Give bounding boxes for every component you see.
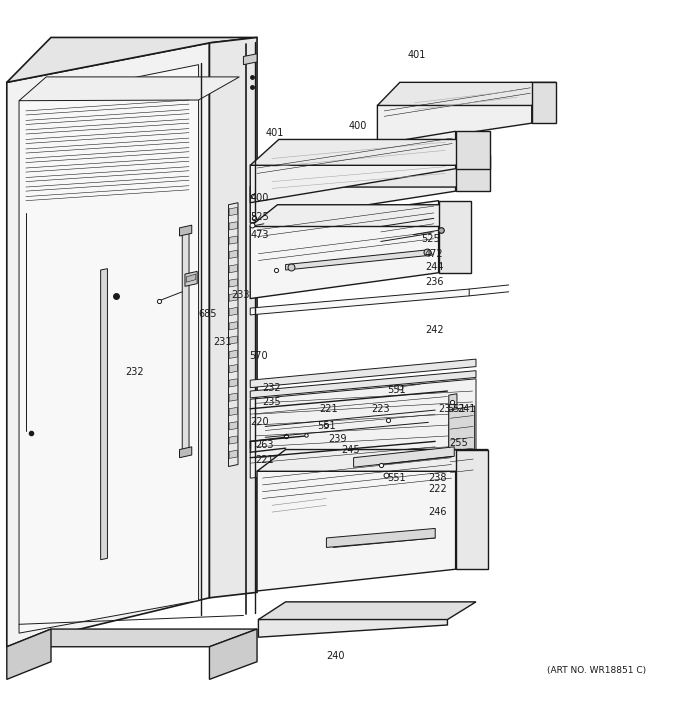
Polygon shape [258, 608, 447, 637]
Text: 246: 246 [428, 507, 447, 517]
Polygon shape [7, 38, 257, 83]
Text: 239: 239 [328, 434, 346, 444]
Polygon shape [182, 228, 189, 454]
Text: 472: 472 [425, 249, 443, 259]
Polygon shape [250, 204, 471, 226]
Text: 223: 223 [371, 404, 390, 414]
Polygon shape [229, 250, 237, 258]
Polygon shape [229, 422, 237, 430]
Polygon shape [19, 77, 239, 101]
Text: 231: 231 [213, 337, 231, 347]
Polygon shape [250, 131, 456, 203]
Text: 242: 242 [425, 325, 443, 335]
Polygon shape [257, 450, 488, 471]
Text: 222: 222 [428, 484, 447, 494]
Text: 233: 233 [231, 289, 250, 299]
Polygon shape [449, 394, 457, 470]
Polygon shape [228, 203, 238, 467]
Polygon shape [209, 38, 257, 598]
Polygon shape [456, 450, 488, 569]
Polygon shape [186, 274, 196, 282]
Polygon shape [250, 289, 469, 315]
Polygon shape [243, 54, 257, 65]
Polygon shape [250, 379, 476, 478]
Text: 525: 525 [422, 233, 441, 244]
Text: 401: 401 [265, 128, 284, 138]
Text: 570: 570 [249, 351, 267, 361]
Polygon shape [229, 236, 237, 244]
Polygon shape [377, 83, 556, 105]
Text: 235: 235 [262, 397, 280, 407]
Polygon shape [229, 365, 237, 373]
Polygon shape [180, 447, 192, 457]
Text: 551: 551 [388, 385, 406, 394]
Polygon shape [532, 83, 556, 123]
Text: 232: 232 [125, 367, 143, 377]
Text: 685: 685 [199, 309, 217, 318]
Polygon shape [229, 336, 237, 344]
Text: 241: 241 [457, 404, 475, 414]
Polygon shape [354, 447, 454, 467]
Text: 220: 220 [250, 418, 269, 427]
Text: 255: 255 [449, 438, 468, 448]
Text: 473: 473 [250, 230, 269, 240]
Polygon shape [229, 393, 237, 401]
Text: (ART NO. WR18851 C): (ART NO. WR18851 C) [547, 666, 646, 675]
Polygon shape [377, 83, 532, 146]
Polygon shape [19, 65, 199, 633]
Polygon shape [229, 379, 237, 387]
Polygon shape [180, 225, 192, 236]
Polygon shape [326, 529, 435, 547]
Polygon shape [101, 269, 107, 560]
Text: 240: 240 [326, 651, 345, 661]
Polygon shape [439, 201, 471, 273]
Polygon shape [229, 436, 237, 444]
Polygon shape [250, 164, 490, 187]
Polygon shape [185, 271, 197, 286]
Polygon shape [229, 322, 237, 330]
Polygon shape [250, 155, 456, 223]
Text: 263: 263 [256, 441, 274, 450]
Polygon shape [456, 155, 490, 191]
Polygon shape [250, 201, 439, 299]
Text: 525: 525 [250, 212, 269, 222]
Text: 551: 551 [317, 421, 335, 431]
Polygon shape [286, 249, 432, 270]
Text: 221: 221 [256, 455, 274, 465]
Text: 238: 238 [428, 473, 447, 483]
Polygon shape [229, 207, 237, 215]
Text: 236: 236 [425, 277, 443, 287]
Text: 551: 551 [388, 473, 406, 483]
Text: 232: 232 [262, 384, 280, 394]
Polygon shape [250, 139, 490, 165]
Polygon shape [229, 222, 237, 230]
Polygon shape [229, 450, 237, 458]
Polygon shape [7, 629, 51, 679]
Polygon shape [229, 407, 237, 415]
Polygon shape [456, 131, 490, 169]
Polygon shape [229, 293, 237, 302]
Text: 401: 401 [408, 50, 426, 60]
Polygon shape [7, 43, 209, 647]
Polygon shape [229, 279, 237, 287]
Polygon shape [7, 629, 257, 647]
Polygon shape [250, 370, 476, 398]
Polygon shape [209, 629, 257, 679]
Text: 237: 237 [438, 404, 456, 414]
Polygon shape [257, 450, 456, 591]
Text: 400: 400 [250, 193, 269, 203]
Text: 244: 244 [425, 262, 443, 273]
Polygon shape [449, 406, 475, 489]
Polygon shape [229, 350, 237, 358]
Text: 551: 551 [447, 404, 466, 414]
Polygon shape [250, 359, 476, 388]
Text: 400: 400 [348, 121, 367, 130]
Polygon shape [258, 602, 476, 620]
Polygon shape [229, 307, 237, 315]
Text: 221: 221 [320, 404, 338, 414]
Polygon shape [229, 265, 237, 273]
Text: 245: 245 [341, 444, 360, 455]
